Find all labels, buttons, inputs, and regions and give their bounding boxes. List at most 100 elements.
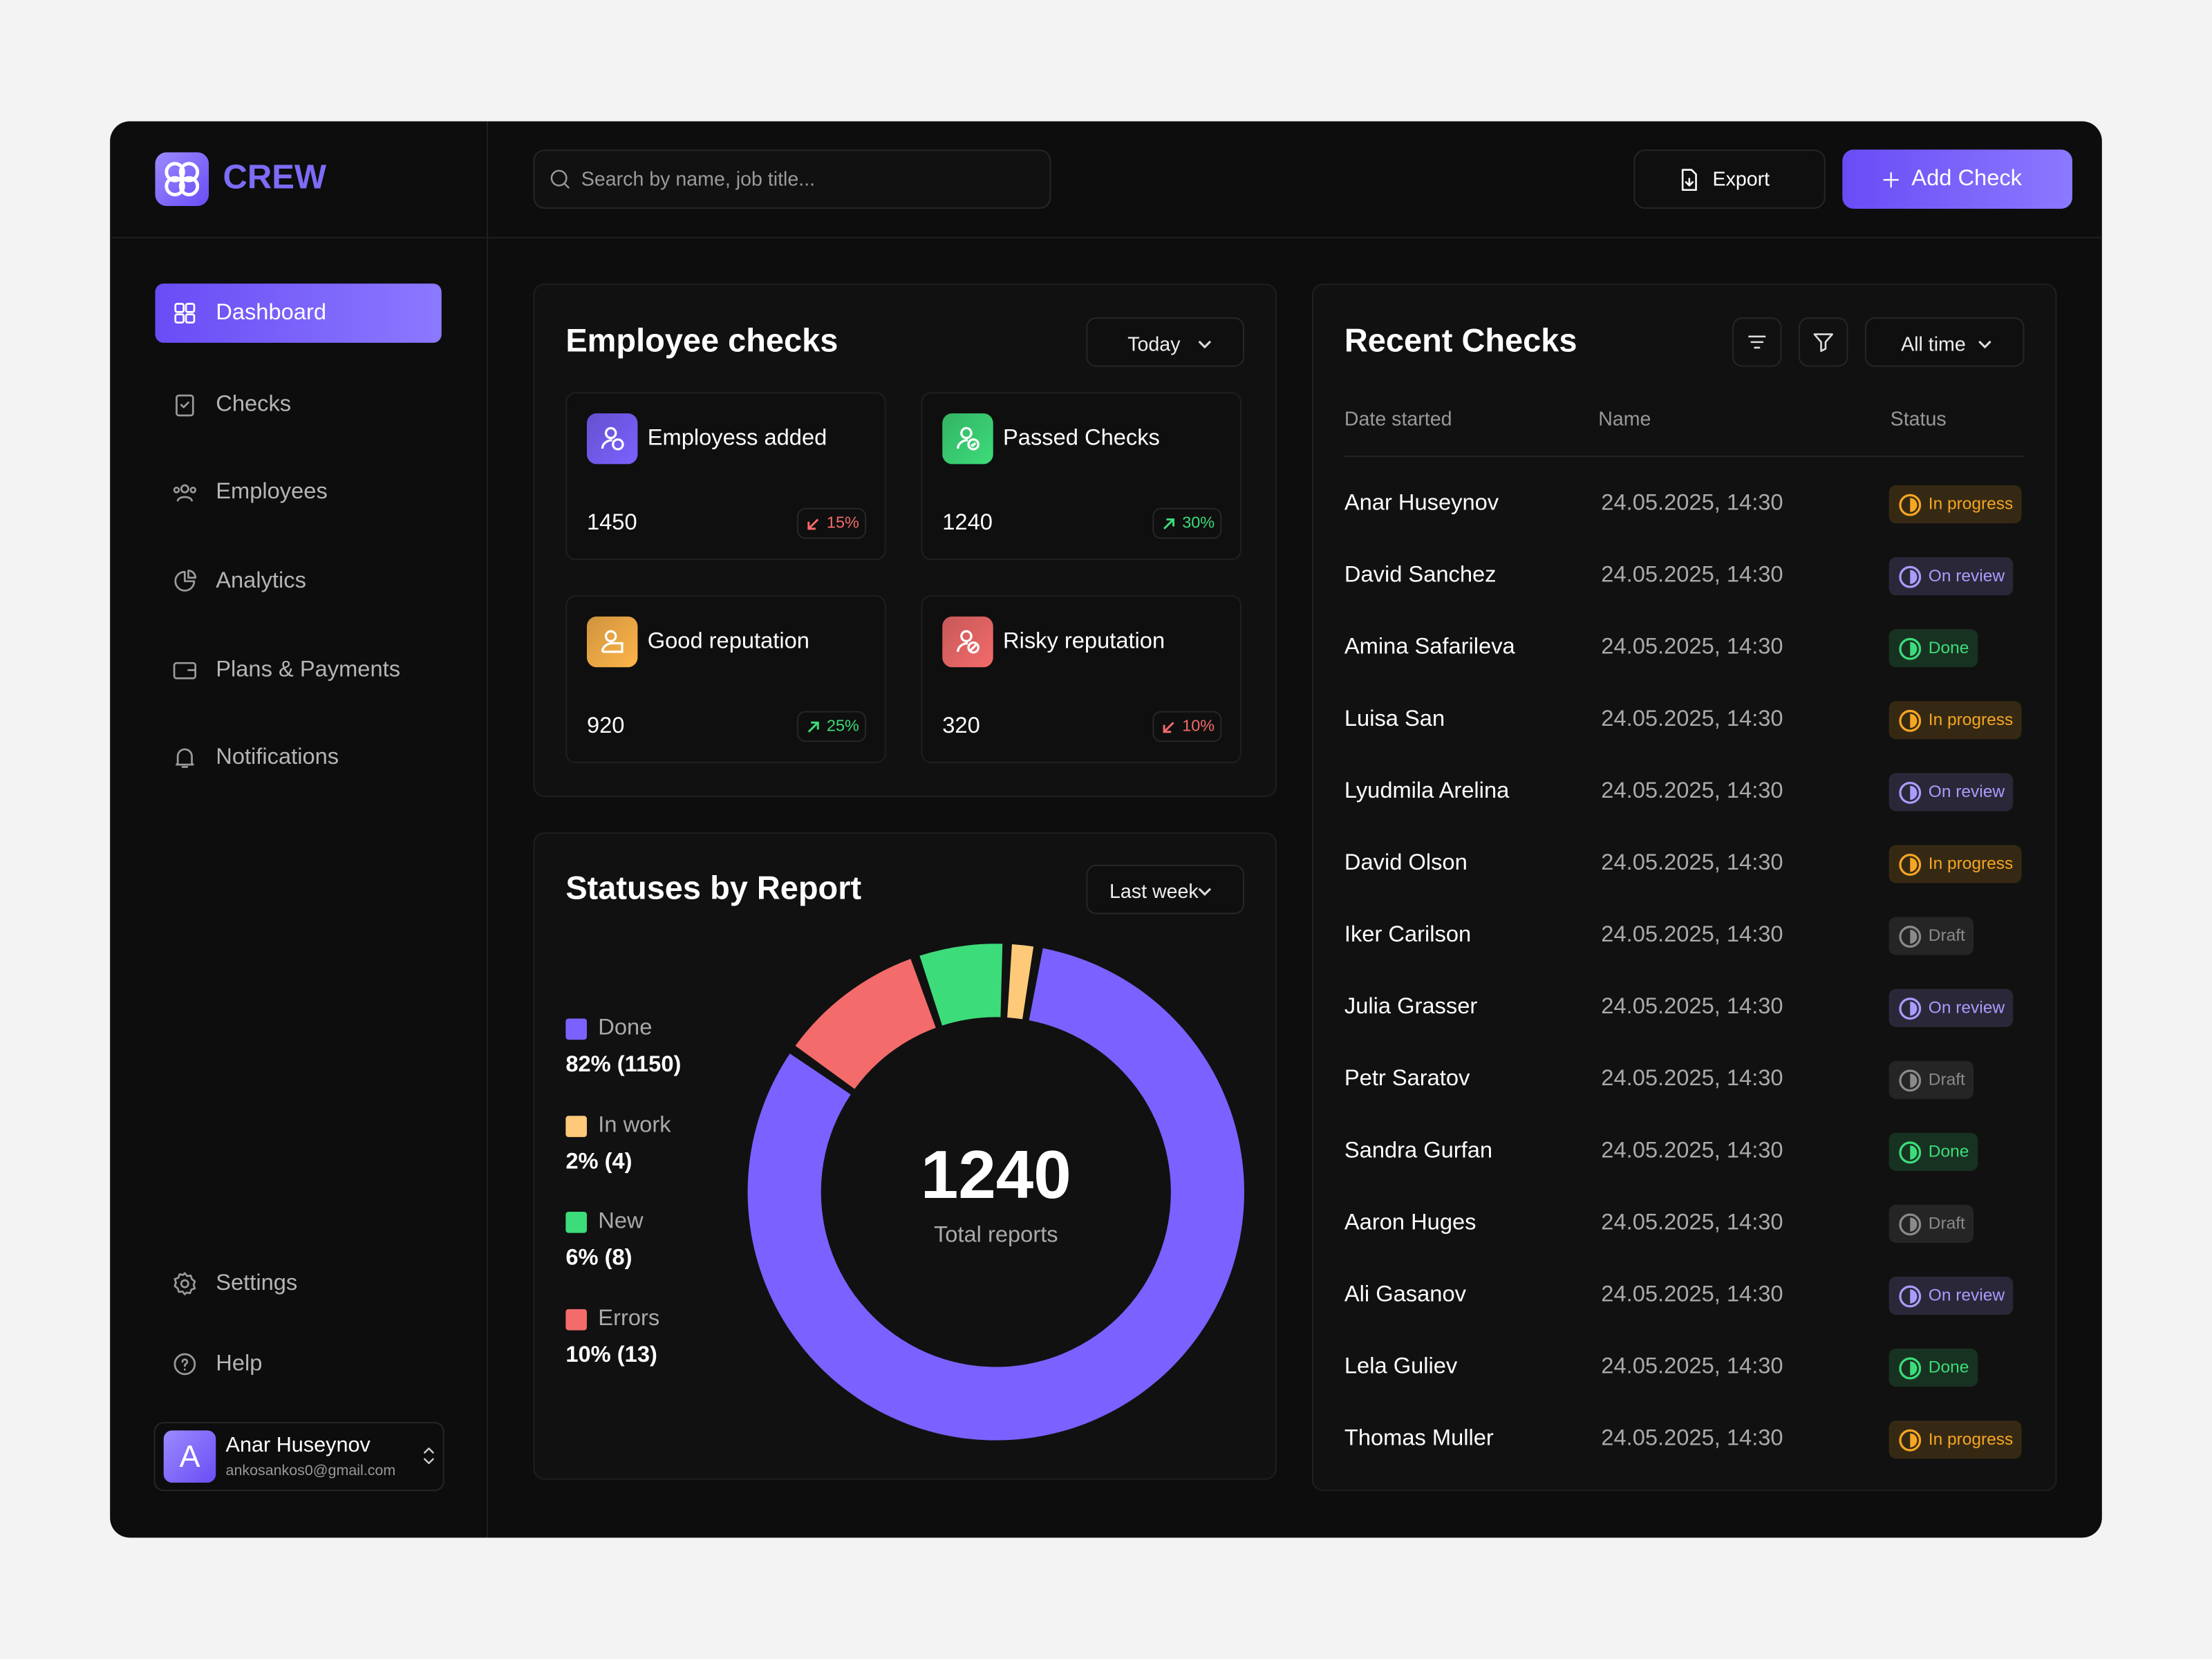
status-badge: On review [1888, 1276, 2014, 1315]
chevron [1198, 887, 1212, 896]
value-label: 82% (1150) [565, 1053, 682, 1077]
status-label: On review [1928, 781, 2005, 802]
value-label: 2% (4) [565, 1150, 632, 1174]
row-name: Thomas Muller [1344, 1427, 1494, 1451]
search-box[interactable] [533, 149, 1051, 209]
row-date: 24.05.2025, 14:30 [1601, 491, 1783, 516]
chevron [1978, 339, 1991, 348]
nav-active[interactable] [155, 283, 442, 343]
row-date: 24.05.2025, 14:30 [1601, 1210, 1783, 1235]
search-placeholder: Search by name, job title... [581, 167, 816, 190]
header-divider [110, 236, 2102, 238]
status-label: In progress [1928, 1429, 2014, 1449]
icon-glyph [1748, 335, 1766, 349]
legend-label: Errors [598, 1306, 660, 1331]
sort-button[interactable] [1732, 317, 1782, 367]
nav-item: Settings [216, 1271, 298, 1296]
user-card[interactable] [153, 1422, 444, 1492]
donut-segment [747, 948, 1244, 1441]
status-label: Draft [1928, 925, 1965, 946]
icon-glyph [176, 394, 194, 417]
status-glyph [1899, 925, 1922, 947]
legend-swatch [565, 1212, 587, 1234]
nav-icon [171, 1270, 199, 1298]
status-glyph [1899, 709, 1922, 731]
status-glyph [1899, 1428, 1922, 1451]
status-badge: On review [1888, 988, 2014, 1027]
legend-swatch [565, 1018, 587, 1040]
row-date: 24.05.2025, 14:30 [1601, 1067, 1783, 1091]
add-button[interactable] [1842, 149, 2072, 209]
legend-swatch [565, 1309, 587, 1331]
legend-swatch [565, 1115, 587, 1137]
trend-value: 10% [1182, 718, 1215, 735]
period-dropdown[interactable]: Today [1086, 317, 1244, 367]
stat-value: 320 [942, 714, 980, 739]
icon-glyph [173, 662, 197, 679]
status-label: Done [1928, 637, 1969, 658]
export-button[interactable] [1633, 149, 1826, 209]
nav-item: Plans & Payments [216, 657, 401, 682]
stat-glyph [601, 427, 624, 451]
nav-icon [171, 478, 199, 507]
sort-icon [1743, 329, 1770, 356]
status-badge: Draft [1888, 917, 1974, 955]
card [1311, 283, 2057, 1492]
row-date: 24.05.2025, 14:30 [1601, 1427, 1783, 1451]
status-label: Done [1928, 1141, 1969, 1161]
row-date: 24.05.2025, 14:30 [1601, 851, 1783, 876]
trend-arrow [1163, 518, 1174, 529]
trend-badge: 25% [797, 711, 867, 742]
trend-arrow [807, 518, 819, 530]
status-badge: On review [1888, 773, 2014, 812]
legend-label: In work [598, 1113, 671, 1138]
status-glyph [1899, 1284, 1922, 1307]
status-label: In progress [1928, 494, 2014, 514]
icon-glyph [173, 484, 197, 502]
status-label: On review [1928, 997, 2005, 1018]
row-date: 24.05.2025, 14:30 [1601, 1138, 1783, 1163]
row-date: 24.05.2025, 14:30 [1601, 779, 1783, 804]
icon-glyph [174, 303, 196, 324]
row-name: Lela Guliev [1344, 1354, 1458, 1379]
row-date: 24.05.2025, 14:30 [1601, 635, 1783, 659]
row-name: David Olson [1344, 851, 1468, 876]
chevron [1198, 339, 1212, 348]
row-name: David Sanchez [1344, 563, 1497, 588]
export-label: Export [1712, 167, 1770, 190]
row-date: 24.05.2025, 14:30 [1601, 995, 1783, 1020]
trend-badge: 30% [1152, 507, 1222, 539]
status-badge: In progress [1888, 701, 2022, 740]
row-name: Amina Safarileva [1344, 635, 1515, 659]
brand: CREW [223, 158, 327, 197]
status-badge: Draft [1888, 1204, 1974, 1243]
icon-glyph [424, 1447, 434, 1465]
status-glyph [1899, 1069, 1922, 1091]
stat-icon [942, 413, 993, 465]
period-dropdown[interactable]: All time [1864, 317, 2025, 367]
row-date: 24.05.2025, 14:30 [1601, 1354, 1783, 1379]
period-dropdown[interactable]: Last week [1086, 865, 1244, 915]
legend-label: New [598, 1210, 644, 1235]
stat-value: 1240 [942, 511, 993, 536]
row-name: Aaron Huges [1344, 1210, 1477, 1235]
status-glyph [1899, 1212, 1922, 1235]
dropdown-label: Today [1127, 331, 1181, 355]
column-header: Date started [1344, 406, 1452, 430]
nav-icon [171, 299, 199, 328]
chart-title: Statuses by Report [565, 869, 862, 906]
status-label: In progress [1928, 709, 2014, 730]
status-badge: In progress [1888, 1421, 2022, 1459]
stat-label: Passed Checks [1003, 427, 1160, 451]
search-icon [547, 167, 573, 192]
row-name: Anar Huseynov [1344, 491, 1499, 516]
trend-value: 30% [1182, 515, 1215, 532]
row-date: 24.05.2025, 14:30 [1601, 923, 1783, 948]
sidebar-divider [487, 121, 489, 1538]
header-rule [1344, 456, 2025, 458]
status-label: Draft [1928, 1069, 1965, 1089]
avatar: A [163, 1430, 216, 1483]
filter-button[interactable] [1799, 317, 1848, 367]
